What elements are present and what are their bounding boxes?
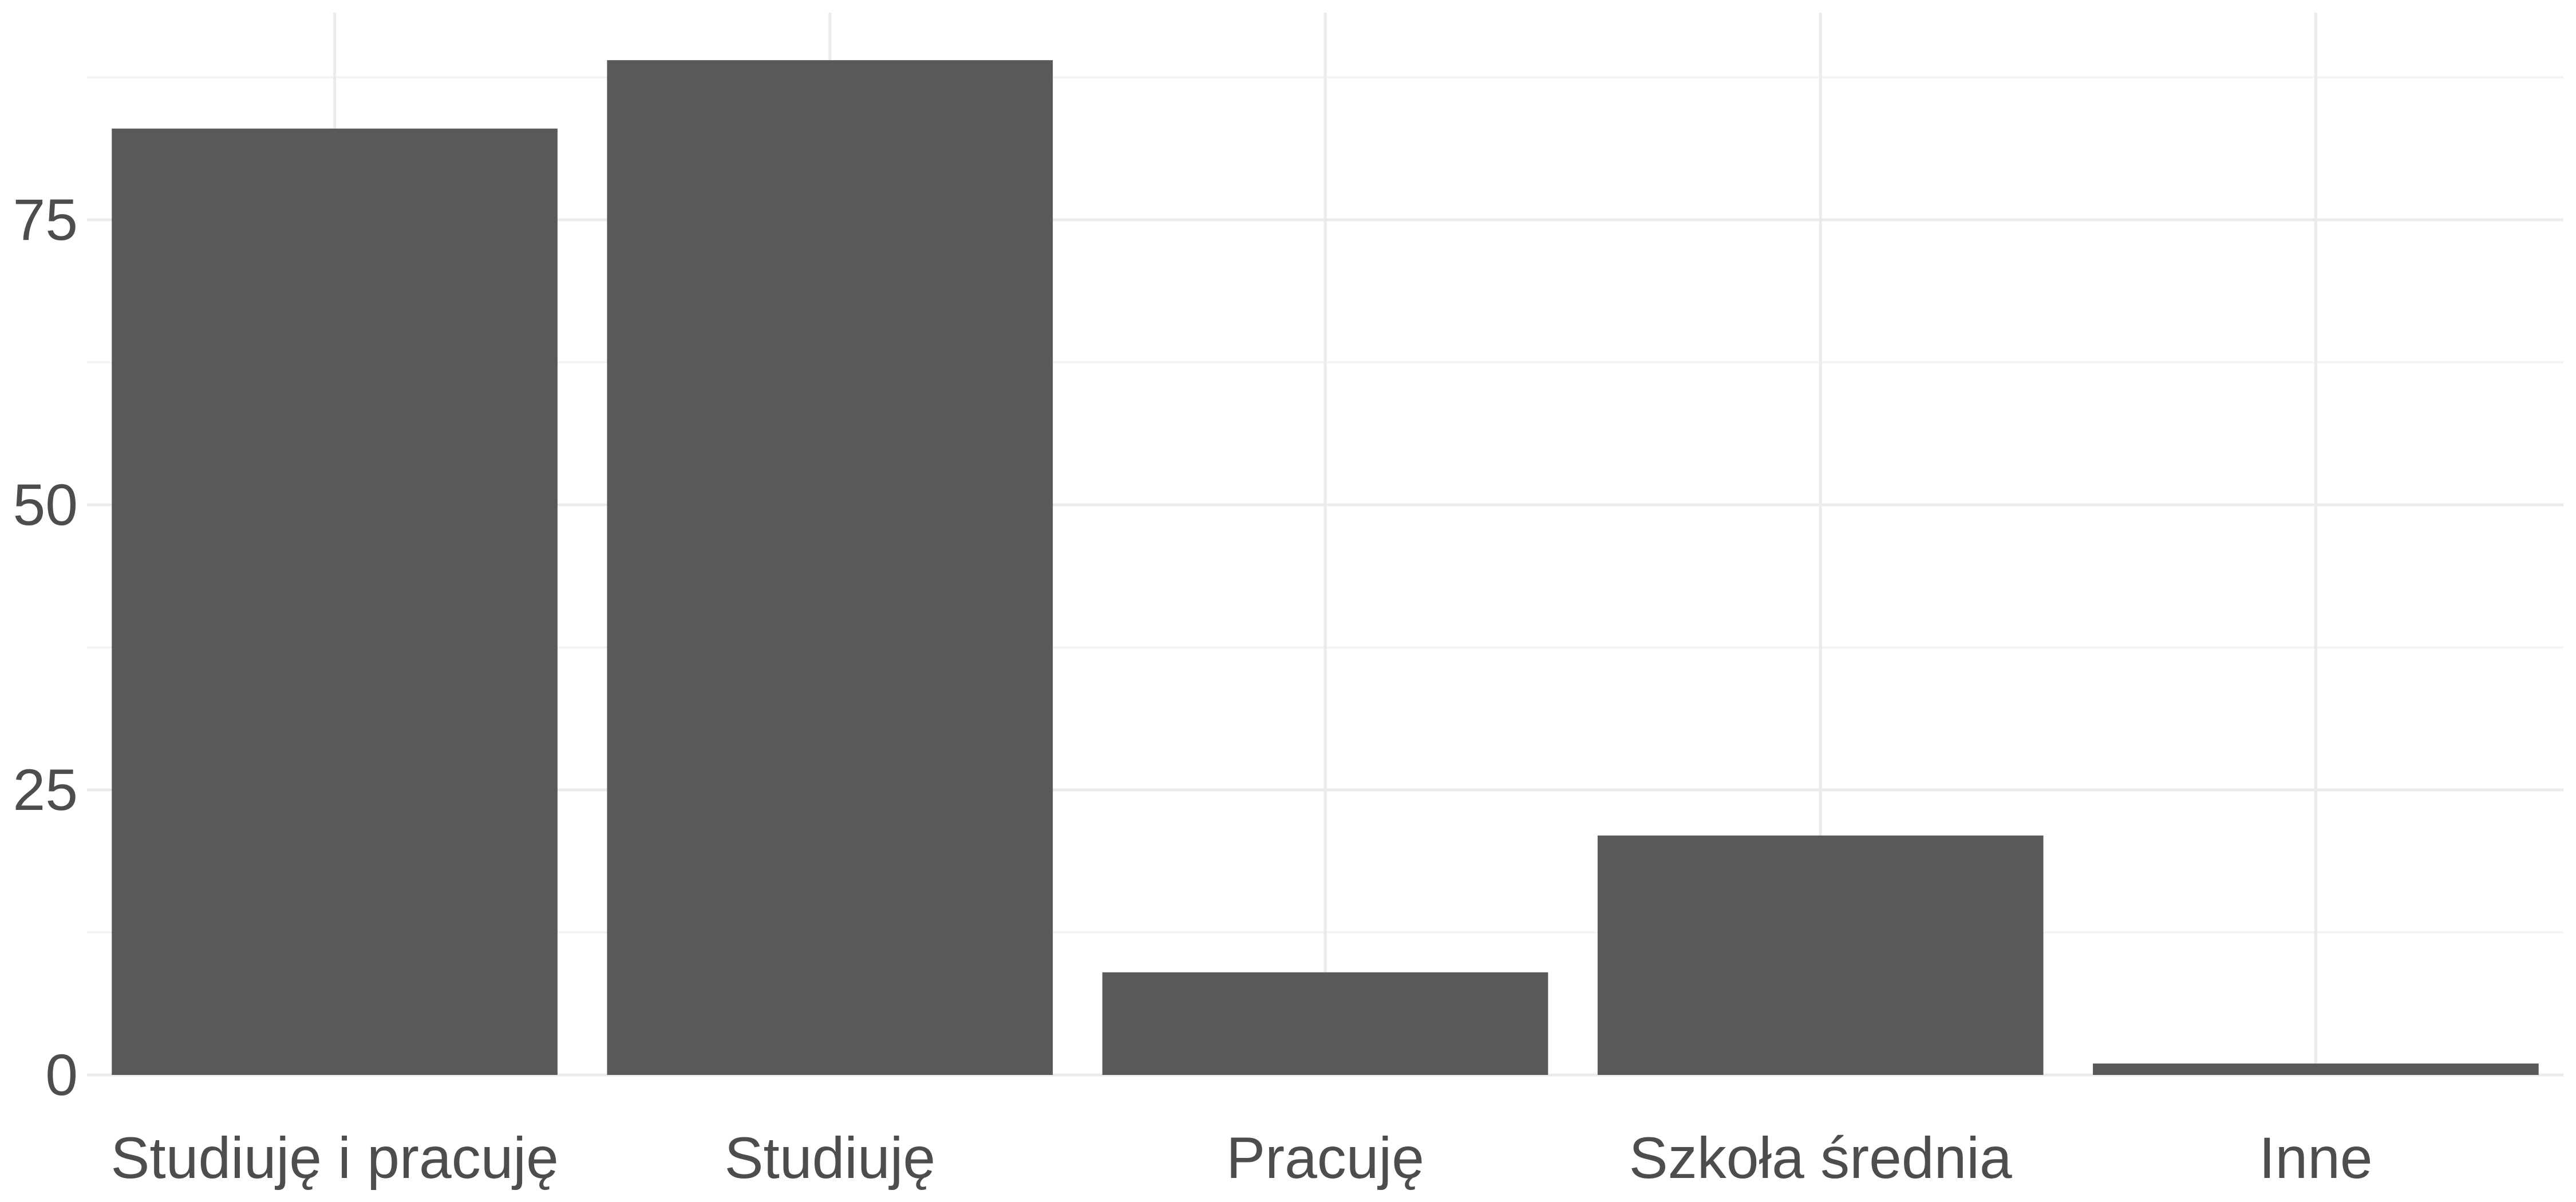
bar	[112, 128, 558, 1075]
bar	[1597, 835, 2044, 1075]
bar	[1102, 972, 1548, 1075]
y-tick-label: 0	[45, 1042, 78, 1108]
x-tick-label: Inne	[2259, 1125, 2373, 1191]
bar-layer	[112, 60, 2539, 1076]
y-tick-label: 50	[13, 472, 78, 537]
y-tick-label: 75	[13, 187, 78, 252]
bar	[607, 60, 1053, 1076]
x-tick-label: Studiuję i pracuję	[110, 1125, 558, 1191]
x-tick-label: Pracuję	[1226, 1125, 1424, 1191]
x-tick-label: Szkoła średnia	[1629, 1125, 2012, 1191]
x-axis-tick-labels: Studiuję i pracuję Studiuję Pracuję Szkoła …	[110, 1125, 2372, 1191]
x-tick-label: Studiuję	[724, 1125, 935, 1191]
bar	[2093, 1063, 2539, 1075]
y-axis-tick-labels: 0 25 50 75	[13, 187, 78, 1108]
y-tick-label: 25	[13, 757, 78, 823]
